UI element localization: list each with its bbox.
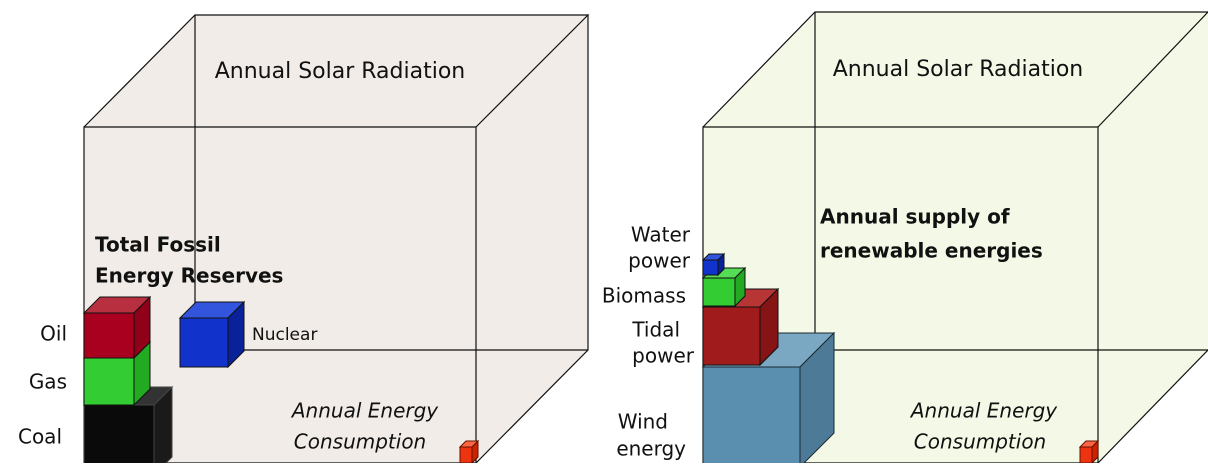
cube-face: [1080, 447, 1092, 463]
cube-face: [703, 307, 760, 365]
heading: renewable energies: [820, 239, 1043, 263]
cube-face: [460, 447, 472, 463]
label: Gas: [29, 370, 67, 394]
heading: Annual supply of: [820, 205, 1010, 229]
consumption: Consumption: [914, 430, 1046, 454]
diagram: Annual Solar Radiation Total Fossil Ener…: [0, 0, 1208, 463]
title: Annual Solar Radiation: [215, 59, 466, 84]
cube-face: [84, 358, 134, 405]
label: Nuclear: [252, 325, 317, 345]
cube-face: [180, 318, 228, 367]
cube-face: [703, 278, 735, 306]
consumption: Consumption: [294, 430, 426, 454]
label: Tidal: [631, 318, 680, 342]
heading: Energy Reserves: [95, 264, 283, 288]
cube-face: [84, 313, 134, 358]
consumption: Annual Energy: [290, 399, 439, 423]
title: Annual Solar Radiation: [833, 57, 1084, 82]
label: Biomass: [602, 284, 686, 308]
label: power: [628, 249, 691, 273]
cube-face: [703, 260, 718, 275]
cube-face: [703, 367, 800, 463]
label: energy: [616, 437, 686, 461]
label: Water: [631, 223, 691, 247]
label: Oil: [40, 322, 67, 346]
label: Wind: [618, 410, 668, 434]
label: power: [632, 344, 695, 368]
cube-face: [84, 405, 154, 463]
consumption: Annual Energy: [909, 399, 1058, 423]
label: Coal: [18, 425, 62, 449]
heading: Total Fossil: [95, 233, 221, 257]
